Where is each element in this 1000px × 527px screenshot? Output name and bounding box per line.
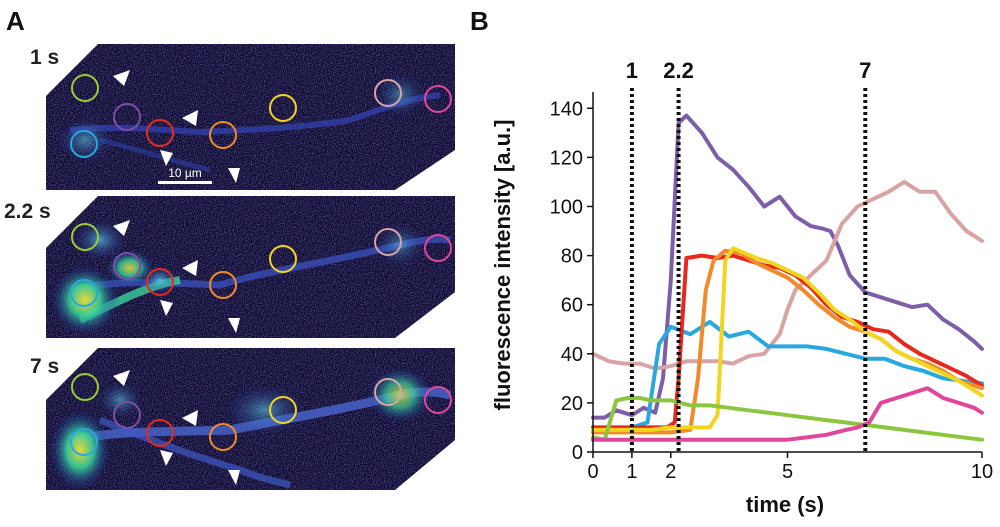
y-tick-label: 80 xyxy=(561,246,583,268)
x-tick-label: 0 xyxy=(587,461,598,483)
plot-series xyxy=(591,113,984,442)
time-markers: 1 2.2 7 xyxy=(626,58,871,454)
roi-circles-frame-3 xyxy=(70,373,452,456)
arrowhead-icon xyxy=(228,318,240,333)
x-axis-label: time (s) xyxy=(746,492,824,517)
scale-bar xyxy=(158,181,212,184)
frame-label-7s: 7 s xyxy=(30,355,60,378)
y-tick-label: 20 xyxy=(561,393,583,415)
arrowheads xyxy=(113,70,240,485)
time-marker-label: 1 xyxy=(626,58,638,83)
y-tick-label: 140 xyxy=(550,98,583,120)
arrowhead-icon xyxy=(113,370,130,386)
arrowhead-icon xyxy=(113,220,130,236)
series-line-yellow xyxy=(591,246,984,432)
arrowhead-icon xyxy=(182,410,198,426)
frame-2-2s xyxy=(46,196,455,338)
roi-circles-frame-1 xyxy=(70,74,452,158)
series-line-light-pink xyxy=(591,179,984,371)
arrowhead-icon xyxy=(160,300,173,316)
series-line-magenta xyxy=(591,386,984,442)
y-tick-label: 100 xyxy=(550,196,583,218)
panel-letter-a: A xyxy=(6,6,25,36)
arrowhead-icon xyxy=(182,260,198,276)
y-tick-label: 0 xyxy=(572,442,583,464)
arrowhead-icon xyxy=(160,450,173,466)
x-tick-label: 1 xyxy=(626,461,637,483)
arrowhead-icon xyxy=(160,150,173,166)
frame-1s xyxy=(46,44,455,190)
frame-label-1s: 1 s xyxy=(30,46,60,69)
scale-bar-label: 10 µm xyxy=(168,166,202,180)
frame-label-2-2s: 2.2 s xyxy=(4,200,51,223)
series-line-blue xyxy=(591,319,984,432)
y-tick-label: 120 xyxy=(550,147,583,169)
y-axis-label: fluorescence intensity [a.u.] xyxy=(490,120,515,411)
arrowhead-icon xyxy=(228,168,240,183)
arrowhead-icon xyxy=(228,470,240,485)
y-tick-label: 60 xyxy=(561,295,583,317)
microscopy-panel: 10 µm xyxy=(46,44,455,490)
arrowhead-icon xyxy=(113,70,130,86)
time-marker-label: 2.2 xyxy=(663,58,694,83)
series-line-purple xyxy=(591,113,984,420)
time-marker-label: 7 xyxy=(859,58,871,83)
arrowhead-icon xyxy=(182,110,198,126)
axes: 0 20 40 60 80 100 120 140 0 1 2 5 10 xyxy=(550,92,993,483)
frame-7s xyxy=(46,348,455,490)
panel-letter-b: B xyxy=(470,6,489,36)
y-tick-label: 40 xyxy=(561,344,583,366)
roi-circles-frame-2 xyxy=(70,223,452,307)
x-tick-label: 2 xyxy=(665,461,676,483)
x-tick-label: 5 xyxy=(782,461,793,483)
x-tick-label: 10 xyxy=(971,461,993,483)
series-line-yellow-green xyxy=(591,396,984,442)
